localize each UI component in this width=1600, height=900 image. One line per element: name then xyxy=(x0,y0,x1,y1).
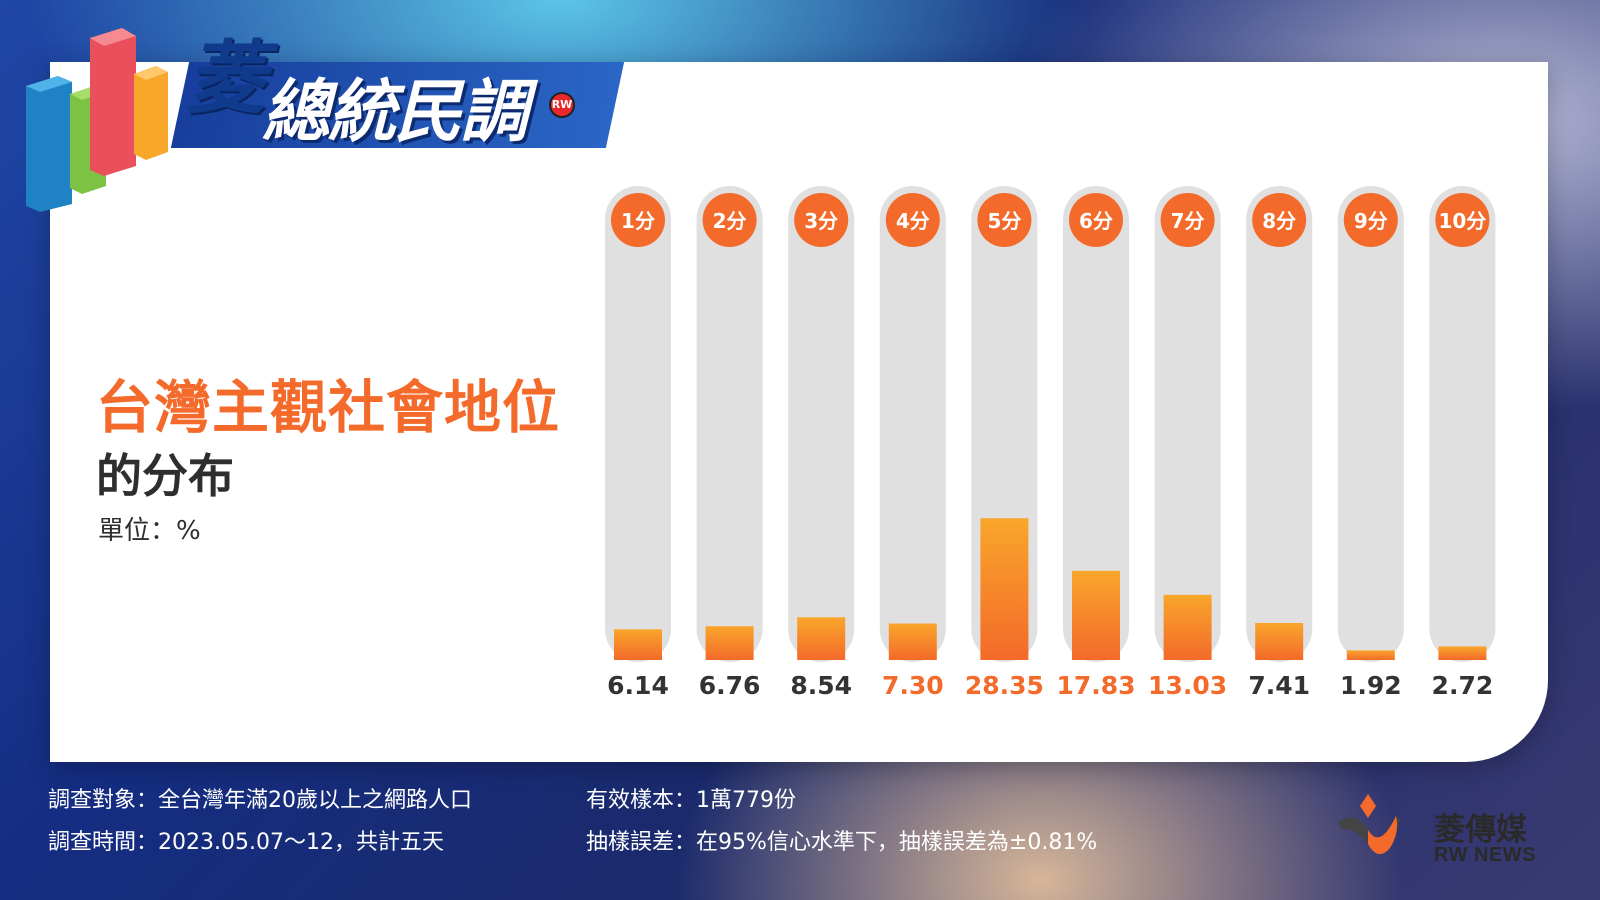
bar-6 xyxy=(1072,570,1120,660)
value-label-10: 2.72 xyxy=(1432,671,1494,700)
bar-track-6 xyxy=(1063,186,1129,662)
logo-char: 菱 xyxy=(186,31,266,125)
survey-time: 調查時間：2023.05.07～12，共計五天 xyxy=(48,830,444,855)
value-label-5: 28.35 xyxy=(965,671,1044,700)
bar-1 xyxy=(614,629,662,660)
brand-name-cn: 菱傳媒 xyxy=(1434,812,1527,848)
category-label-4: 4分 xyxy=(896,209,930,233)
category-label-8: 8分 xyxy=(1262,209,1296,233)
bar-7 xyxy=(1163,594,1212,660)
bar-track-3 xyxy=(788,186,855,662)
value-label-1: 6.14 xyxy=(607,671,669,700)
bar-2 xyxy=(705,626,754,660)
survey-target: 調查對象：全台灣年滿20歲以上之網路人口 xyxy=(48,788,472,813)
bar-track-2 xyxy=(696,186,763,662)
category-badge-10 xyxy=(1435,193,1490,247)
value-label-4: 7.30 xyxy=(882,671,944,700)
category-label-10: 10分 xyxy=(1438,209,1486,233)
category-badge-5 xyxy=(977,193,1032,247)
category-badge-6 xyxy=(1069,193,1123,247)
category-label-9: 9分 xyxy=(1354,209,1388,233)
value-label-3: 8.54 xyxy=(790,671,852,700)
unit-label: 單位：% xyxy=(98,516,201,546)
category-label-2: 2分 xyxy=(713,209,747,233)
category-label-1: 1分 xyxy=(621,209,655,233)
bar-track-1 xyxy=(605,186,671,662)
category-label-3: 3分 xyxy=(804,209,838,233)
bar-5 xyxy=(980,518,1029,660)
logo-bars-icon xyxy=(26,28,168,212)
chart-title: 台灣主觀社會地位 xyxy=(96,375,560,441)
category-label-5: 5分 xyxy=(987,209,1021,233)
category-badge-7 xyxy=(1160,193,1215,247)
bar-3 xyxy=(797,617,846,660)
category-badge-1 xyxy=(611,193,665,247)
bar-9 xyxy=(1346,650,1395,660)
value-label-2: 6.76 xyxy=(699,671,761,700)
logo-sticker-icon: RW xyxy=(549,92,575,118)
value-label-6: 17.83 xyxy=(1056,671,1135,700)
brand-name-en: RW NEWS xyxy=(1434,844,1537,866)
sampling-error: 抽樣誤差：在95%信心水準下，抽樣誤差為±0.81% xyxy=(586,830,1098,855)
valid-sample: 有效樣本：1萬779份 xyxy=(586,788,796,813)
logo-title: 總統民調 xyxy=(262,72,528,152)
category-badge-4 xyxy=(885,193,940,247)
category-badge-2 xyxy=(702,193,757,247)
value-label-8: 7.41 xyxy=(1248,671,1310,700)
bar-8 xyxy=(1255,622,1304,660)
value-label-9: 1.92 xyxy=(1340,671,1402,700)
bar-4 xyxy=(888,623,937,660)
category-badge-8 xyxy=(1252,193,1307,247)
category-label-7: 7分 xyxy=(1171,209,1205,233)
bar-track-4 xyxy=(879,186,946,662)
value-label-7: 13.03 xyxy=(1148,671,1227,700)
bar-10 xyxy=(1438,646,1487,660)
category-badge-3 xyxy=(794,193,849,247)
bar-track-9 xyxy=(1337,186,1404,662)
bar-track-8 xyxy=(1246,186,1313,662)
chart-subtitle: 的分布 xyxy=(96,449,234,503)
brand-logo-icon xyxy=(1338,794,1400,855)
category-badge-9 xyxy=(1343,193,1398,247)
category-label-6: 6分 xyxy=(1079,209,1113,233)
bar-track-7 xyxy=(1154,186,1221,662)
bar-track-10 xyxy=(1429,186,1496,662)
